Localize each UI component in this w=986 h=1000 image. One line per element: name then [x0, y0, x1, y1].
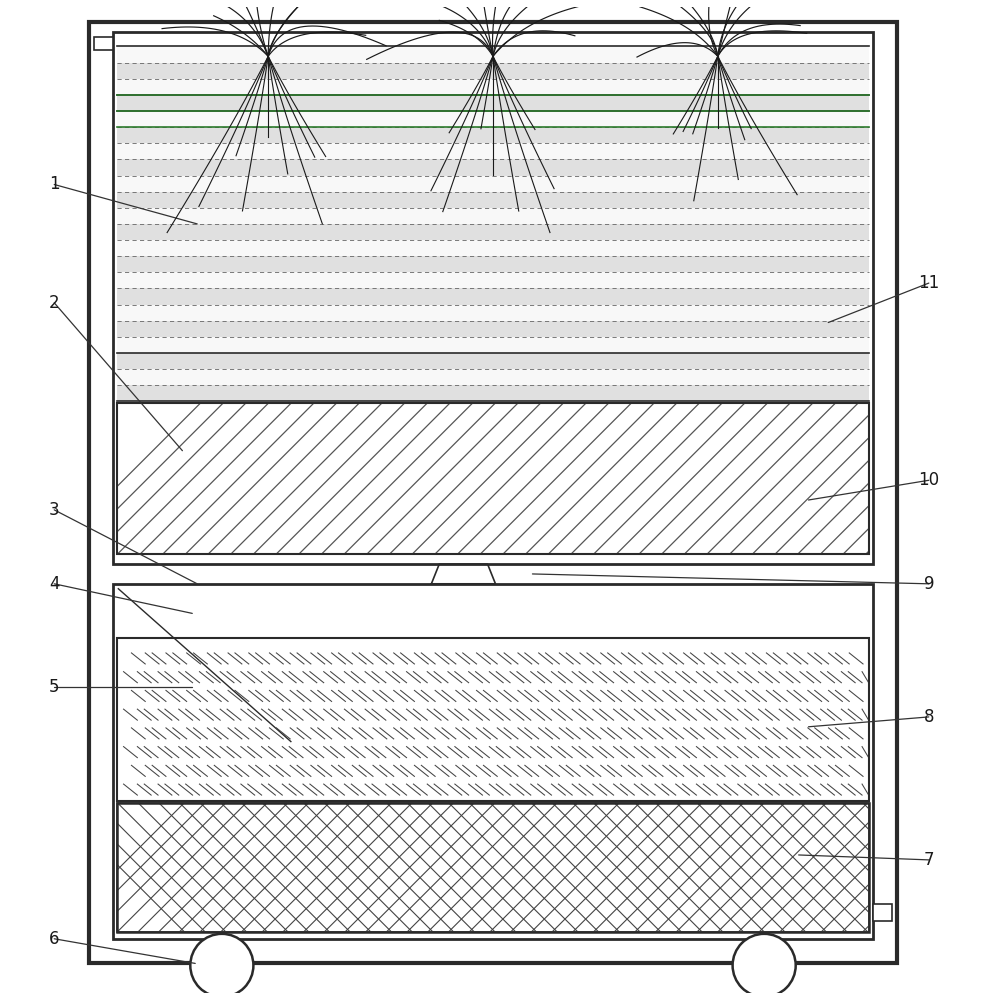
- Bar: [117, 46, 869, 401]
- Text: 5: 5: [49, 678, 59, 696]
- Bar: [117, 208, 869, 224]
- Bar: [89, 22, 897, 963]
- Bar: [117, 403, 869, 554]
- Bar: [117, 305, 869, 321]
- Text: 2: 2: [49, 294, 59, 312]
- Bar: [117, 143, 869, 159]
- Bar: [117, 240, 869, 256]
- Text: 7: 7: [924, 851, 934, 869]
- Bar: [117, 127, 869, 143]
- Circle shape: [190, 934, 253, 997]
- Bar: [117, 385, 869, 401]
- Text: 8: 8: [924, 708, 934, 726]
- Bar: [117, 111, 869, 127]
- Bar: [117, 337, 869, 353]
- Text: 1: 1: [49, 175, 59, 193]
- Bar: [117, 63, 869, 79]
- Bar: [873, 904, 892, 921]
- Text: 10: 10: [918, 471, 940, 489]
- Bar: [117, 272, 869, 288]
- Bar: [117, 803, 869, 932]
- Text: 6: 6: [49, 930, 59, 948]
- Bar: [113, 584, 873, 939]
- Bar: [117, 192, 869, 208]
- Bar: [117, 369, 869, 385]
- Bar: [94, 37, 113, 50]
- Text: 4: 4: [49, 575, 59, 593]
- Bar: [117, 256, 869, 272]
- Bar: [117, 638, 869, 801]
- Circle shape: [733, 934, 796, 997]
- Bar: [117, 321, 869, 337]
- Bar: [117, 803, 869, 932]
- Bar: [117, 159, 869, 176]
- Bar: [117, 224, 869, 240]
- Text: 11: 11: [918, 274, 940, 292]
- Text: 3: 3: [49, 501, 59, 519]
- Bar: [117, 403, 869, 554]
- Bar: [117, 46, 869, 63]
- Text: 9: 9: [924, 575, 934, 593]
- Bar: [117, 176, 869, 192]
- Bar: [117, 95, 869, 111]
- Bar: [113, 32, 873, 564]
- Bar: [117, 288, 869, 305]
- Bar: [117, 79, 869, 95]
- Bar: [117, 638, 869, 801]
- Bar: [117, 353, 869, 369]
